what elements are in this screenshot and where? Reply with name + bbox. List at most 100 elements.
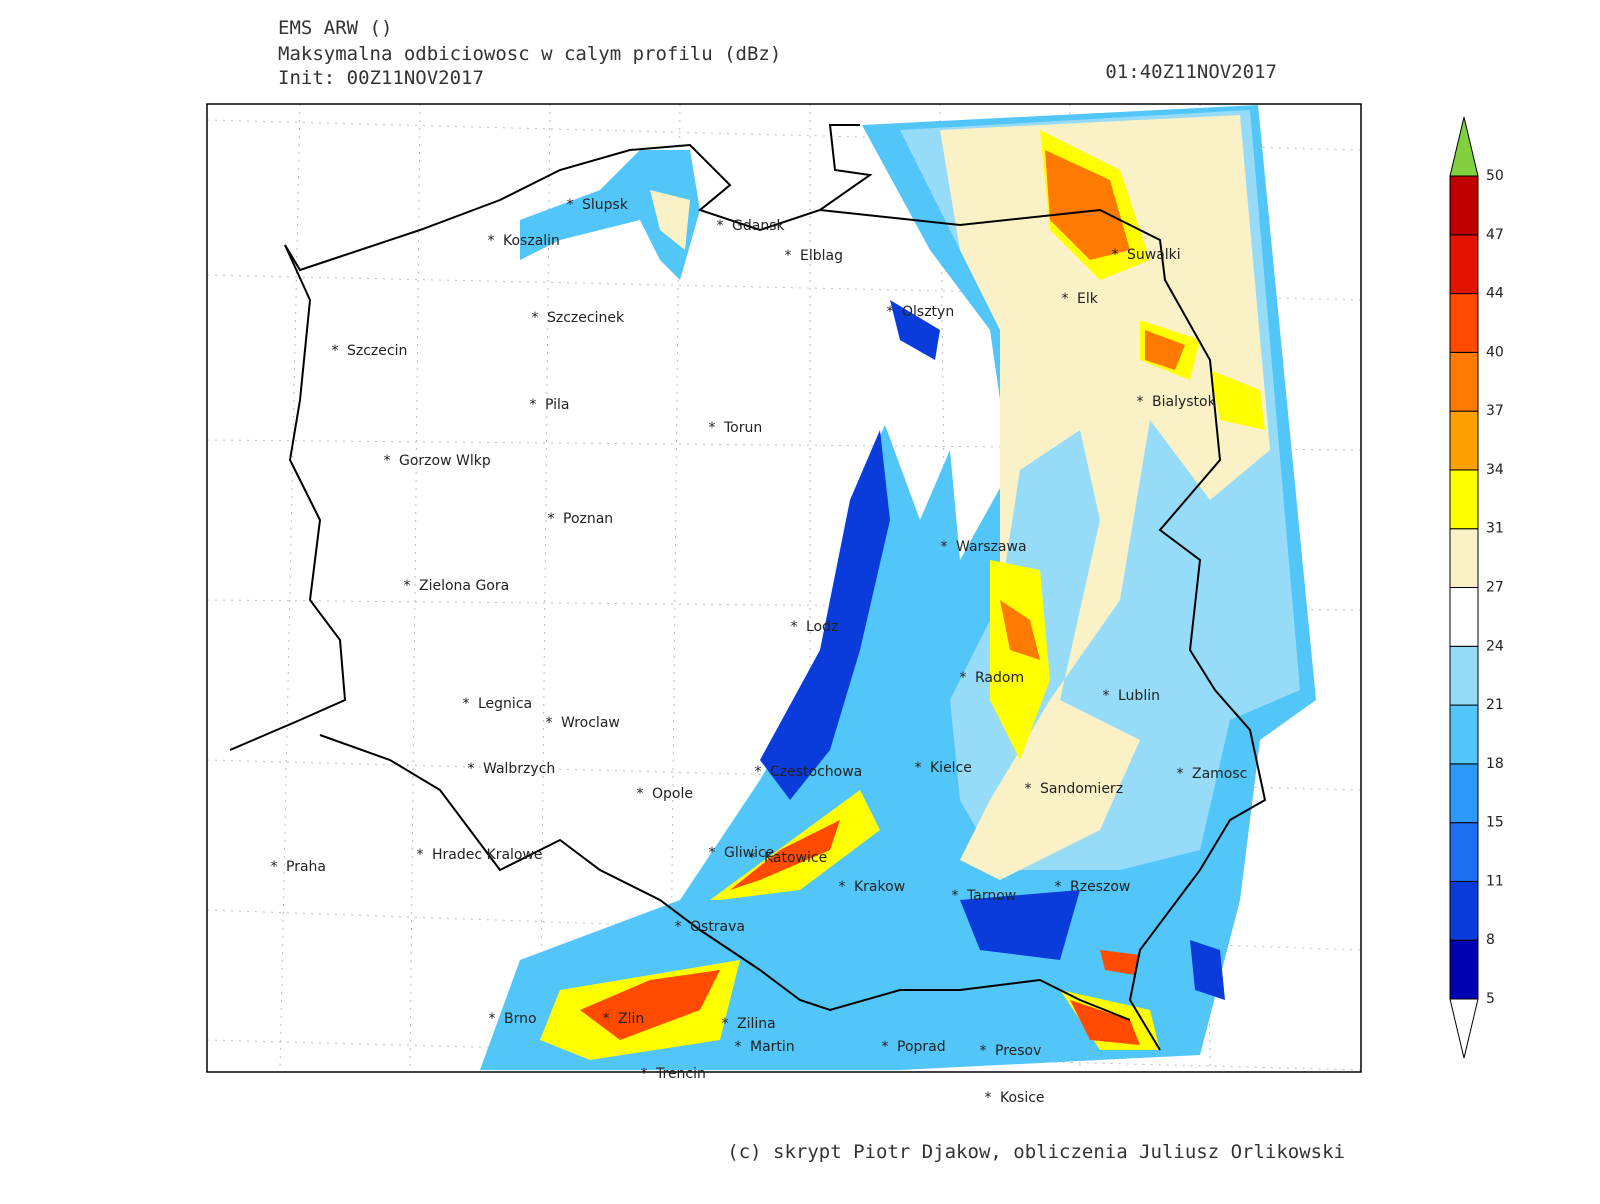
- city-marker: *: [709, 420, 716, 436]
- city-marker: *: [463, 696, 470, 712]
- city-marker: *: [1112, 247, 1119, 263]
- colorbar-tick-label: 18: [1486, 756, 1504, 772]
- colorbar-tick-label: 50: [1486, 168, 1504, 184]
- city-label: Suwalki: [1127, 247, 1181, 263]
- city-marker: *: [717, 218, 724, 234]
- city-marker: *: [1177, 766, 1184, 782]
- colorbar-tick-label: 8: [1486, 932, 1495, 948]
- city-marker: *: [641, 1066, 648, 1082]
- city-marker: *: [960, 670, 967, 686]
- city-label: Radom: [975, 670, 1024, 686]
- subtitle: Maksymalna odbiciowosc w calym profilu (…: [278, 43, 781, 65]
- city-marker: *: [1103, 688, 1110, 704]
- city-marker: *: [417, 847, 424, 863]
- city-marker: *: [941, 539, 948, 555]
- colorbar-box: [1449, 410, 1479, 471]
- city-label: Zlin: [618, 1011, 644, 1027]
- city-label: Olsztyn: [902, 304, 954, 320]
- city-label: Sandomierz: [1040, 781, 1123, 797]
- city-label: Warszawa: [956, 539, 1027, 555]
- title: EMS ARW (): [278, 17, 392, 39]
- city-label: Lublin: [1118, 688, 1160, 704]
- colorbar-box: [1449, 704, 1479, 765]
- city-label: Rzeszow: [1070, 879, 1130, 895]
- colorbar-tick-label: 21: [1486, 697, 1504, 713]
- city-label: Zilina: [737, 1016, 776, 1032]
- colorbar-over: [1449, 116, 1479, 177]
- city-label: Bialystok: [1152, 394, 1217, 410]
- city-marker: *: [271, 859, 278, 875]
- city-marker: *: [980, 1043, 987, 1059]
- colorbar: 5 8 11 15 18 21 24 27 31 34 37 40 44 47 50: [1449, 116, 1504, 1059]
- colorbar-box: [1449, 234, 1479, 295]
- city-marker: *: [384, 453, 391, 469]
- city-label: Elk: [1077, 291, 1099, 307]
- city-marker: *: [1062, 291, 1069, 307]
- colorbar-tick-label: 44: [1486, 286, 1504, 302]
- city-label: Poznan: [563, 511, 613, 527]
- city-label: Ostrava: [690, 919, 745, 935]
- city-label: Lodz: [806, 619, 838, 635]
- city-label: Praha: [286, 859, 326, 875]
- city-marker: *: [839, 879, 846, 895]
- city-marker: *: [952, 888, 959, 904]
- city-marker: *: [546, 715, 553, 731]
- city-label: Zielona Gora: [419, 578, 509, 594]
- colorbar-box: [1449, 763, 1479, 824]
- city-marker: *: [675, 919, 682, 935]
- city-label: Hradec Kralowe: [432, 847, 543, 863]
- city-label: Szczecin: [347, 343, 407, 359]
- colorbar-box: [1449, 469, 1479, 530]
- colorbar-tick-label: 15: [1486, 815, 1504, 831]
- city-label: Martin: [750, 1039, 795, 1055]
- city-label: Koszalin: [503, 233, 560, 249]
- colorbar-box: [1449, 351, 1479, 412]
- colorbar-tick-label: 24: [1486, 638, 1504, 654]
- colorbar-box: [1449, 175, 1479, 236]
- city-label: Brno: [504, 1011, 537, 1027]
- city-label: Poprad: [897, 1039, 946, 1055]
- city-label: Kielce: [930, 760, 972, 776]
- colorbar-tick-label: 5: [1486, 991, 1495, 1007]
- colorbar-tick-label: 27: [1486, 580, 1504, 596]
- city-label: Katowice: [764, 850, 827, 866]
- city-marker: *: [1055, 879, 1062, 895]
- city-label: Gliwice: [724, 845, 774, 861]
- valid-time: 01:40Z11NOV2017: [1105, 61, 1277, 83]
- colorbar-tick-label: 31: [1486, 521, 1504, 537]
- colorbar-box: [1449, 587, 1479, 647]
- colorbar-box: [1449, 939, 1479, 1000]
- city-marker: *: [548, 511, 555, 527]
- city-marker: *: [567, 197, 574, 213]
- colorbar-tick-label: 37: [1486, 403, 1504, 419]
- city-marker: *: [791, 619, 798, 635]
- city-label: Trencin: [655, 1066, 706, 1082]
- colorbar-box: [1449, 528, 1479, 589]
- city-marker: *: [785, 248, 792, 264]
- city-label: Opole: [652, 786, 693, 802]
- city-label: Kosice: [1000, 1090, 1045, 1106]
- colorbar-tick-label: 11: [1486, 873, 1504, 889]
- footer: (c) skrypt Piotr Djakow, obliczenia Juli…: [727, 1141, 1345, 1163]
- colorbar-box: [1449, 645, 1479, 706]
- city-label: Legnica: [478, 696, 532, 712]
- city-label: Zamosc: [1192, 766, 1247, 782]
- map: [207, 104, 1361, 1072]
- city-marker: *: [887, 304, 894, 320]
- city-marker: *: [1137, 394, 1144, 410]
- city-labels: * Slupsk * Koszalin * Gdansk * Elblag * Suwalki * E…: [271, 197, 1248, 1106]
- colorbar-box: [1449, 822, 1479, 882]
- city-marker: *: [735, 1039, 742, 1055]
- city-marker: *: [532, 310, 539, 326]
- city-label: Wroclaw: [561, 715, 620, 731]
- city-label: Torun: [723, 420, 762, 436]
- init-time: Init: 00Z11NOV2017: [278, 67, 484, 89]
- city-marker: *: [1025, 781, 1032, 797]
- colorbar-box: [1449, 293, 1479, 353]
- city-marker: *: [530, 397, 537, 413]
- city-marker: *: [332, 343, 339, 359]
- city-marker: *: [749, 850, 756, 866]
- city-marker: *: [637, 786, 644, 802]
- city-label: Gdansk: [732, 218, 785, 234]
